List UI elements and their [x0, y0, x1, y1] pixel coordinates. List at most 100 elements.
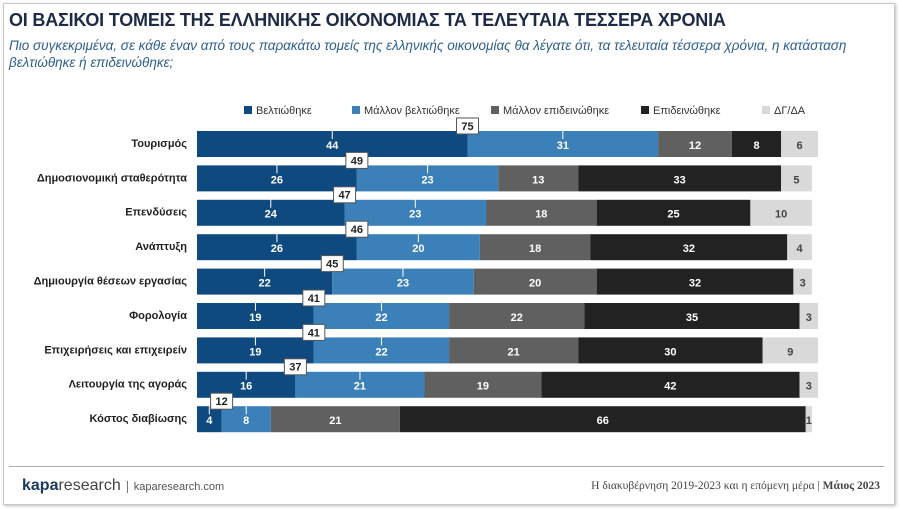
- bar-segment: [578, 165, 782, 192]
- bar-segment: [731, 131, 782, 157]
- brand-main: kapa: [22, 477, 59, 494]
- url: kaparesearch.com: [126, 481, 225, 493]
- total-label: 41: [308, 293, 320, 305]
- legend-swatch: [491, 106, 499, 114]
- legend-swatch: [762, 106, 770, 114]
- total-label: 47: [338, 190, 350, 202]
- category-label: Κόστος διαβίωσης: [89, 413, 187, 425]
- bar-segment: [596, 268, 794, 295]
- bar-segment: [781, 131, 818, 157]
- value-label: 21: [329, 415, 341, 427]
- bar-segment: [584, 303, 800, 329]
- value-label: 19: [249, 346, 261, 358]
- legend-swatch: [244, 106, 252, 114]
- value-label: 66: [597, 415, 609, 427]
- total-box: [302, 323, 326, 341]
- value-label: 10: [775, 209, 787, 221]
- value-label: 4: [206, 415, 213, 427]
- footer-line: [9, 466, 884, 467]
- value-label: 18: [535, 209, 547, 221]
- value-label: 20: [412, 243, 424, 255]
- bar-segment: [762, 337, 818, 364]
- total-label: 45: [326, 259, 338, 271]
- value-label: 32: [683, 243, 695, 255]
- total-label: 49: [351, 155, 363, 167]
- total-label: 37: [289, 362, 301, 374]
- category-label: Επιχειρήσεις και επιχειρείν: [44, 344, 187, 356]
- date: Μάιος 2023: [822, 480, 880, 492]
- bar-segment: [787, 234, 812, 261]
- total-box: [333, 186, 357, 204]
- chart-title: ΟΙ ΒΑΣΙΚΟΙ ΤΟΜΕΙΣ ΤΗΣ ΕΛΛΗΝΙΚΗΣ ΟΙΚΟΝΟΜΙ…: [9, 10, 726, 30]
- value-label: 23: [421, 174, 433, 186]
- value-label: 5: [793, 174, 799, 186]
- legend-label: Επιδεινώθηκε: [653, 105, 721, 117]
- value-label: 21: [508, 346, 520, 358]
- category-label: Δημιουργία θέσεων εργασίας: [34, 276, 188, 288]
- value-label: 25: [667, 209, 679, 221]
- total-box: [283, 358, 307, 376]
- bar-segment: [590, 234, 788, 261]
- legend-label: Μάλλον βελτιώθηκε: [364, 105, 460, 117]
- total-box: [456, 117, 480, 135]
- value-label: 6: [796, 140, 802, 152]
- total-label: 12: [215, 396, 227, 408]
- legend-label: Βελτιώθηκε: [256, 105, 312, 117]
- brand: kaparesearch kaparesearch.com: [22, 477, 225, 495]
- bar-segment: [399, 406, 806, 433]
- bar-segment: [781, 165, 812, 192]
- legend-swatch: [352, 106, 360, 114]
- bar-segment: [449, 337, 579, 364]
- value-label: 35: [686, 312, 698, 324]
- value-label: 3: [806, 381, 812, 393]
- value-label: 18: [529, 243, 541, 255]
- bar-segment: [578, 337, 763, 364]
- chart: Βελτιώθηκε Μάλλον βελτιώθηκε Μάλλον επιδει…: [34, 105, 818, 433]
- category-label: Δημοσιονομική σταθερότητα: [37, 172, 187, 184]
- value-label: 33: [674, 174, 686, 186]
- value-label: 31: [557, 140, 569, 152]
- slide-frame: [3, 3, 895, 505]
- value-label: 22: [375, 346, 387, 358]
- total-label: 75: [461, 121, 473, 133]
- category-label: Λειτουργία της αγοράς: [69, 379, 188, 391]
- value-label: 26: [271, 174, 283, 186]
- legend-label: ΔΓ/ΔΑ: [774, 105, 806, 117]
- value-label: 23: [409, 209, 421, 221]
- value-label: 21: [354, 381, 366, 393]
- total-label: 41: [308, 327, 320, 339]
- value-label: 3: [806, 312, 812, 324]
- value-label: 42: [664, 381, 676, 393]
- total-box: [345, 151, 369, 169]
- value-label: 3: [800, 278, 806, 290]
- legend-swatch: [641, 106, 649, 114]
- total-label: 46: [351, 224, 363, 236]
- value-label: 30: [664, 346, 676, 358]
- category-label: Τουρισμός: [131, 138, 187, 150]
- bar-segment: [270, 406, 400, 433]
- brand-rest: research: [58, 477, 121, 494]
- source: Η διακυβέρνηση 2019-2023 και η επόμενη μ…: [591, 480, 880, 492]
- bar-segment: [799, 371, 818, 398]
- bar-segment: [473, 268, 597, 295]
- value-label: 8: [243, 415, 249, 427]
- bar-segment: [449, 303, 585, 329]
- value-label: 20: [529, 278, 541, 290]
- bar-segment: [658, 131, 732, 157]
- bar-segment: [485, 199, 597, 226]
- bar-segment: [799, 303, 818, 329]
- source-text: Η διακυβέρνηση 2019-2023 και η επόμενη μ…: [591, 480, 815, 492]
- bar-segment: [498, 165, 579, 192]
- value-label: 23: [397, 278, 409, 290]
- value-label: 19: [249, 312, 261, 324]
- bar-segment: [479, 234, 591, 261]
- total-box: [210, 392, 234, 410]
- total-box: [320, 255, 344, 273]
- value-label: 9: [787, 346, 793, 358]
- total-box: [302, 289, 326, 307]
- value-label: 22: [375, 312, 387, 324]
- chart-subtitle: Πιο συγκεκριμένα, σε κάθε έναν από τους …: [9, 38, 847, 70]
- bar-segment: [424, 371, 542, 398]
- total-box: [345, 220, 369, 238]
- value-label: 22: [511, 312, 523, 324]
